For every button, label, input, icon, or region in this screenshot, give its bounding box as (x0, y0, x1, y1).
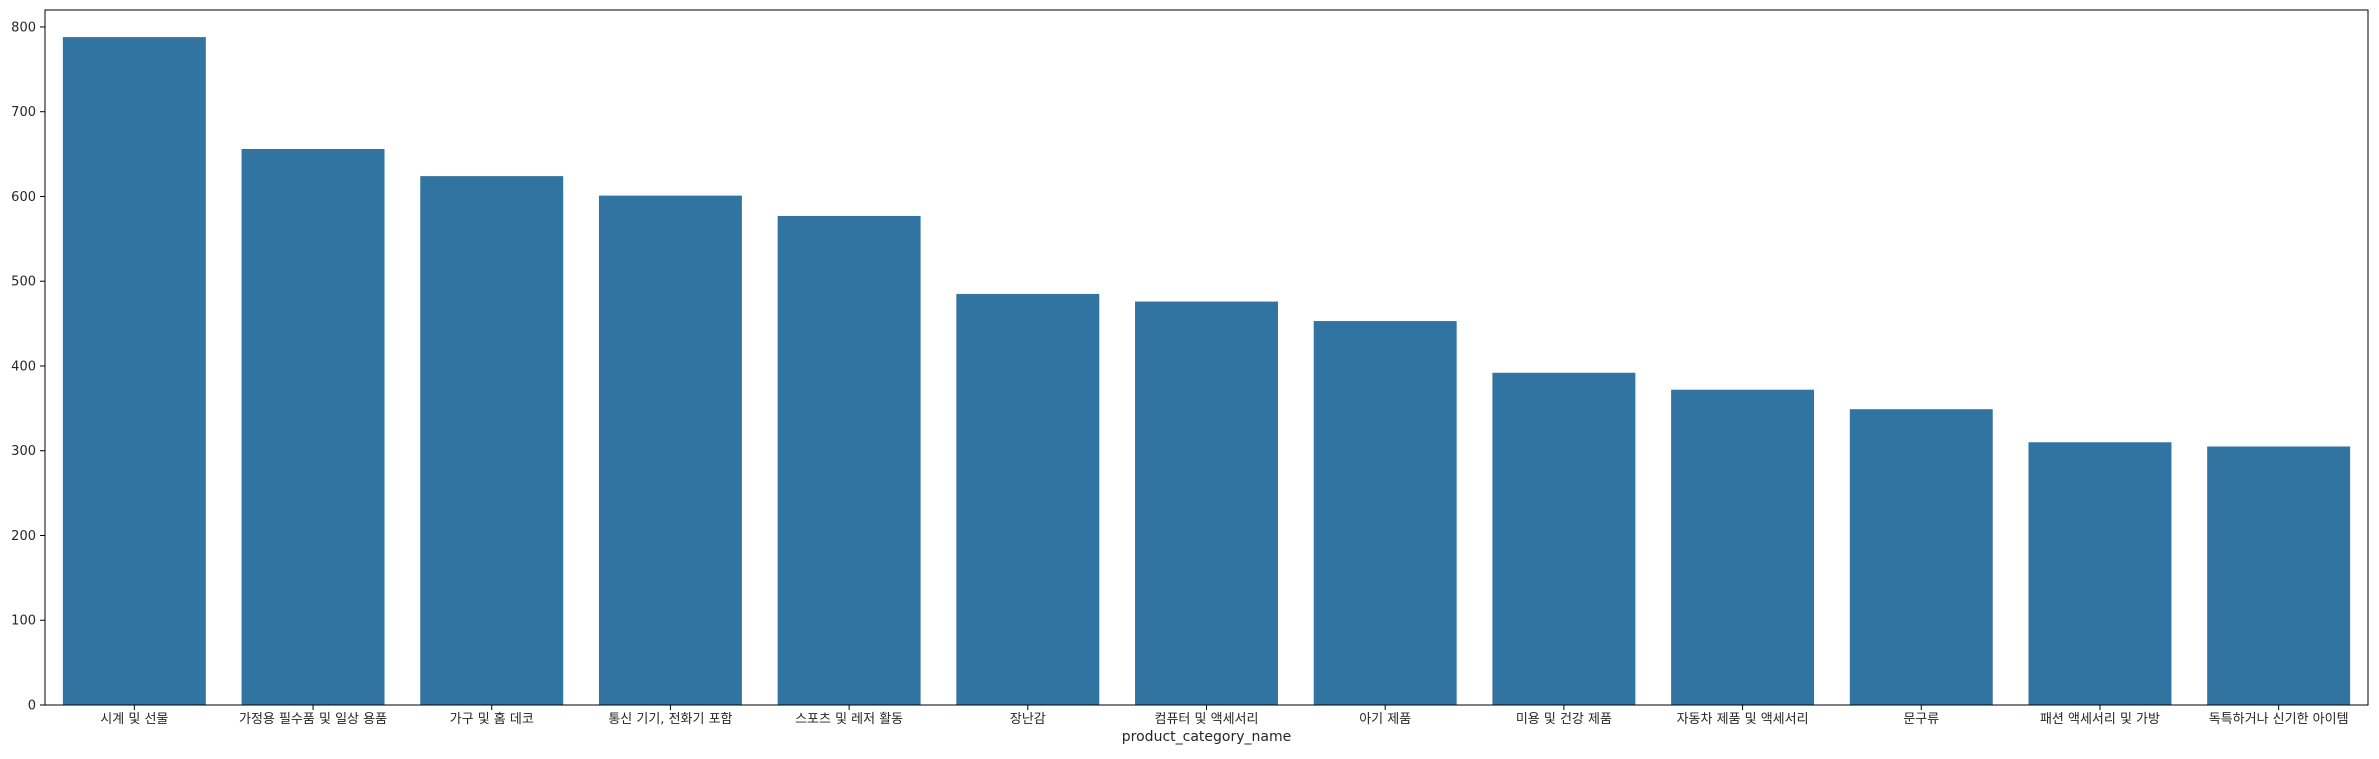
bar (420, 176, 564, 705)
x-tick-label: 미용 및 건강 제품 (1516, 712, 1612, 727)
bar (2207, 446, 2351, 705)
bar (1492, 372, 1636, 705)
x-tick-label: 장난감 (1010, 712, 1046, 727)
bar (1313, 321, 1457, 705)
bar (241, 149, 385, 705)
bar (956, 293, 1100, 705)
y-tick-label: 0 (28, 699, 36, 714)
plot-frame (44, 9, 2369, 706)
x-tick-label: 통신 기기, 전화기 포함 (608, 712, 732, 727)
x-tick-label: 가정용 필수품 및 일상 용품 (239, 712, 387, 727)
x-tick-label: 가구 및 홈 데코 (450, 712, 534, 727)
x-tick-label: 자동차 제품 및 액세서리 (1677, 712, 1809, 727)
x-tick-label: 문구류 (1903, 712, 1939, 727)
y-tick-label: 100 (11, 614, 36, 629)
bar (777, 215, 921, 705)
y-tick-label: 500 (11, 275, 36, 290)
bar (598, 195, 742, 706)
bar (1135, 301, 1278, 705)
y-tick-label: 600 (11, 190, 36, 205)
y-tick-label: 700 (11, 105, 36, 120)
x-tick-label: 시계 및 선물 (100, 712, 168, 727)
y-axis: 0 100 200 300 400 500 600 700 800 (11, 20, 45, 714)
x-axis: 시계 및 선물 가정용 필수품 및 일상 용품 가구 및 홈 데코 통신 기기, 전화… (100, 705, 2349, 727)
x-tick-label: 스포츠 및 레저 활동 (795, 712, 903, 727)
y-tick-label: 300 (11, 444, 36, 459)
bars-group (62, 37, 2351, 706)
x-axis-label: product_category_name (1122, 729, 1291, 745)
y-tick-label: 200 (11, 529, 36, 544)
x-tick-label: 컴퓨터 및 액세서리 (1155, 712, 1259, 727)
x-tick-label: 패션 액세서리 및 가방 (2040, 712, 2160, 727)
bar (2028, 442, 2172, 705)
bar (1849, 409, 1993, 705)
x-tick-label: 독특하거나 신기한 아이템 (2209, 712, 2349, 727)
y-tick-label: 800 (11, 20, 36, 35)
x-tick-label: 아기 제품 (1359, 712, 1411, 727)
y-tick-label: 400 (11, 359, 36, 374)
bar (62, 37, 206, 706)
bar (1671, 389, 1815, 705)
